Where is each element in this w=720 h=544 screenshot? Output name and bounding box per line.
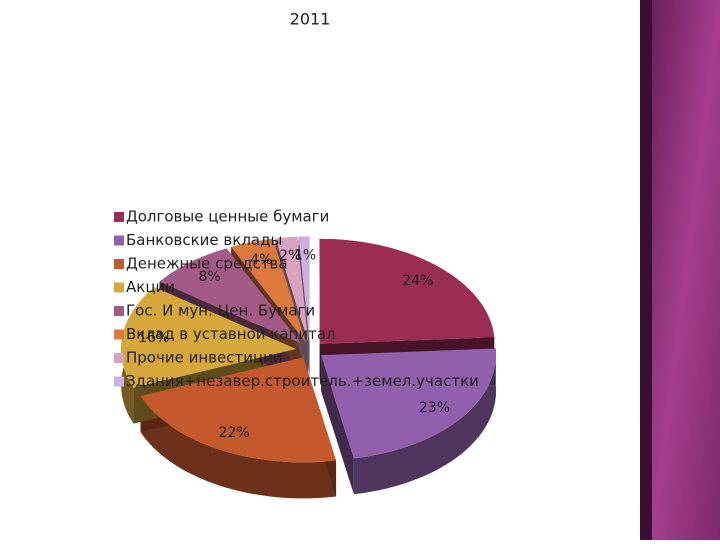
slice	[121, 287, 297, 388]
legend-swatch	[114, 282, 124, 293]
data-label: 24%	[402, 273, 433, 289]
legend-swatch	[114, 329, 124, 340]
slice	[321, 348, 497, 459]
side-strip	[640, 0, 652, 540]
legend-swatch	[114, 376, 124, 387]
legend-label: Денежные средства	[126, 255, 288, 273]
data-label: 2%	[279, 248, 301, 264]
slice	[140, 357, 337, 463]
legend-label: Гос. И мун. Цен. Бумаги	[126, 302, 315, 320]
slice-wall	[321, 355, 354, 495]
legend-label: Прочие инвестиции	[126, 349, 283, 367]
slice-side	[353, 348, 497, 495]
slice-side	[140, 396, 337, 499]
slice	[231, 238, 306, 343]
data-label: 1%	[294, 248, 316, 264]
legend-label: Здания+незавер.строитель.+земел.участки	[126, 372, 479, 390]
data-label: 22%	[219, 425, 250, 441]
legend-swatch	[114, 353, 124, 363]
data-label: 16%	[138, 330, 169, 346]
slice	[275, 236, 309, 342]
slice	[298, 236, 310, 342]
legend-swatch	[114, 212, 124, 222]
data-label: 4%	[250, 252, 272, 268]
legend-label: Банковские вклады	[126, 231, 282, 249]
legend-label: Долговые ценные бумаги	[126, 208, 329, 226]
pie: 24% 23% 22% 16% 8% 4% 2%1%	[121, 236, 497, 499]
side-band	[652, 0, 720, 540]
legend-label: Вклад в уставной капитал	[126, 325, 336, 343]
legend-swatch	[114, 235, 124, 246]
slice	[159, 248, 302, 344]
data-label: 8%	[198, 269, 220, 285]
legend-swatch	[114, 306, 124, 316]
legend-swatch	[114, 259, 124, 269]
slice	[319, 238, 495, 344]
data-label: 23%	[419, 400, 450, 416]
legend-label: Акции	[126, 278, 175, 296]
chart-title: 2011	[290, 10, 331, 29]
